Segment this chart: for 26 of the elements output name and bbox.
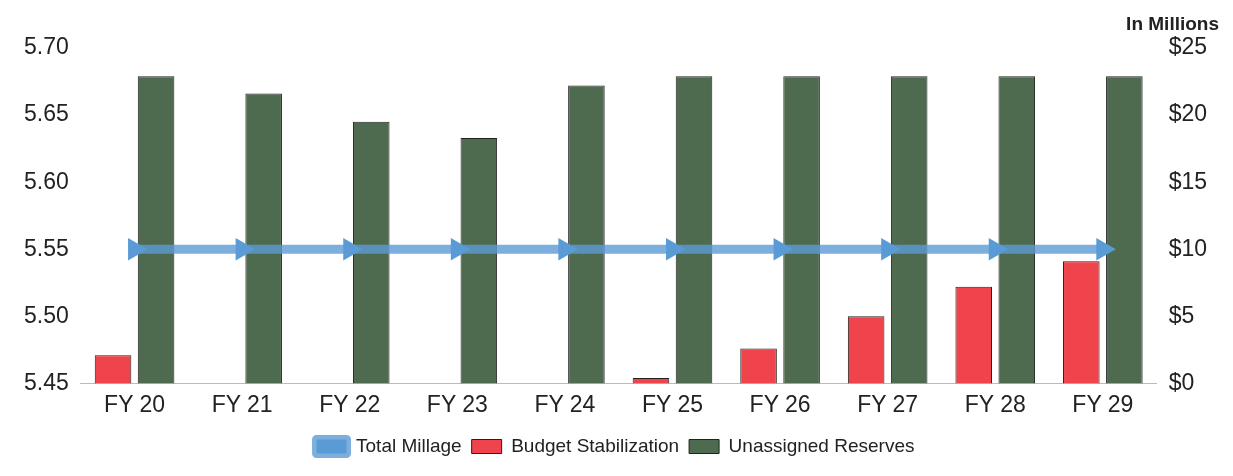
y-tick-label: 5.60: [24, 167, 69, 194]
y-tick-label: 5.50: [24, 301, 69, 328]
y2-tick-label: $15: [1168, 167, 1207, 194]
x-tick-label: FY 22: [319, 390, 381, 417]
x-tick-label: FY 28: [964, 390, 1026, 417]
x-tick-label: FY 20: [104, 390, 166, 417]
y-tick-label: 5.70: [24, 33, 69, 60]
x-tick-label: FY 21: [211, 390, 273, 417]
y2-tick-label: $5: [1168, 301, 1195, 328]
x-tick-label: FY 27: [857, 390, 919, 417]
y2-tick-label: $25: [1168, 33, 1207, 60]
y-tick-label: 5.65: [24, 100, 69, 127]
x-tick-label: FY 23: [426, 390, 488, 417]
y-tick-label: 5.45: [24, 368, 69, 395]
legend-label: Total Millage: [356, 434, 462, 456]
x-tick-label: FY 25: [642, 390, 703, 417]
legend-label: Budget Stabilization: [511, 434, 680, 456]
legend-label: Unassigned Reserves: [728, 434, 915, 456]
x-tick-label: FY 26: [749, 390, 811, 417]
y2-tick-label: $20: [1168, 100, 1207, 127]
x-tick-label: FY 29: [1072, 390, 1134, 417]
y2-tick-label: $10: [1168, 234, 1207, 261]
y2-tick-label: $0: [1168, 368, 1195, 395]
y2-axis-title: In Millions: [1126, 12, 1219, 34]
y-tick-label: 5.55: [24, 234, 69, 261]
x-tick-label: FY 24: [534, 390, 596, 417]
